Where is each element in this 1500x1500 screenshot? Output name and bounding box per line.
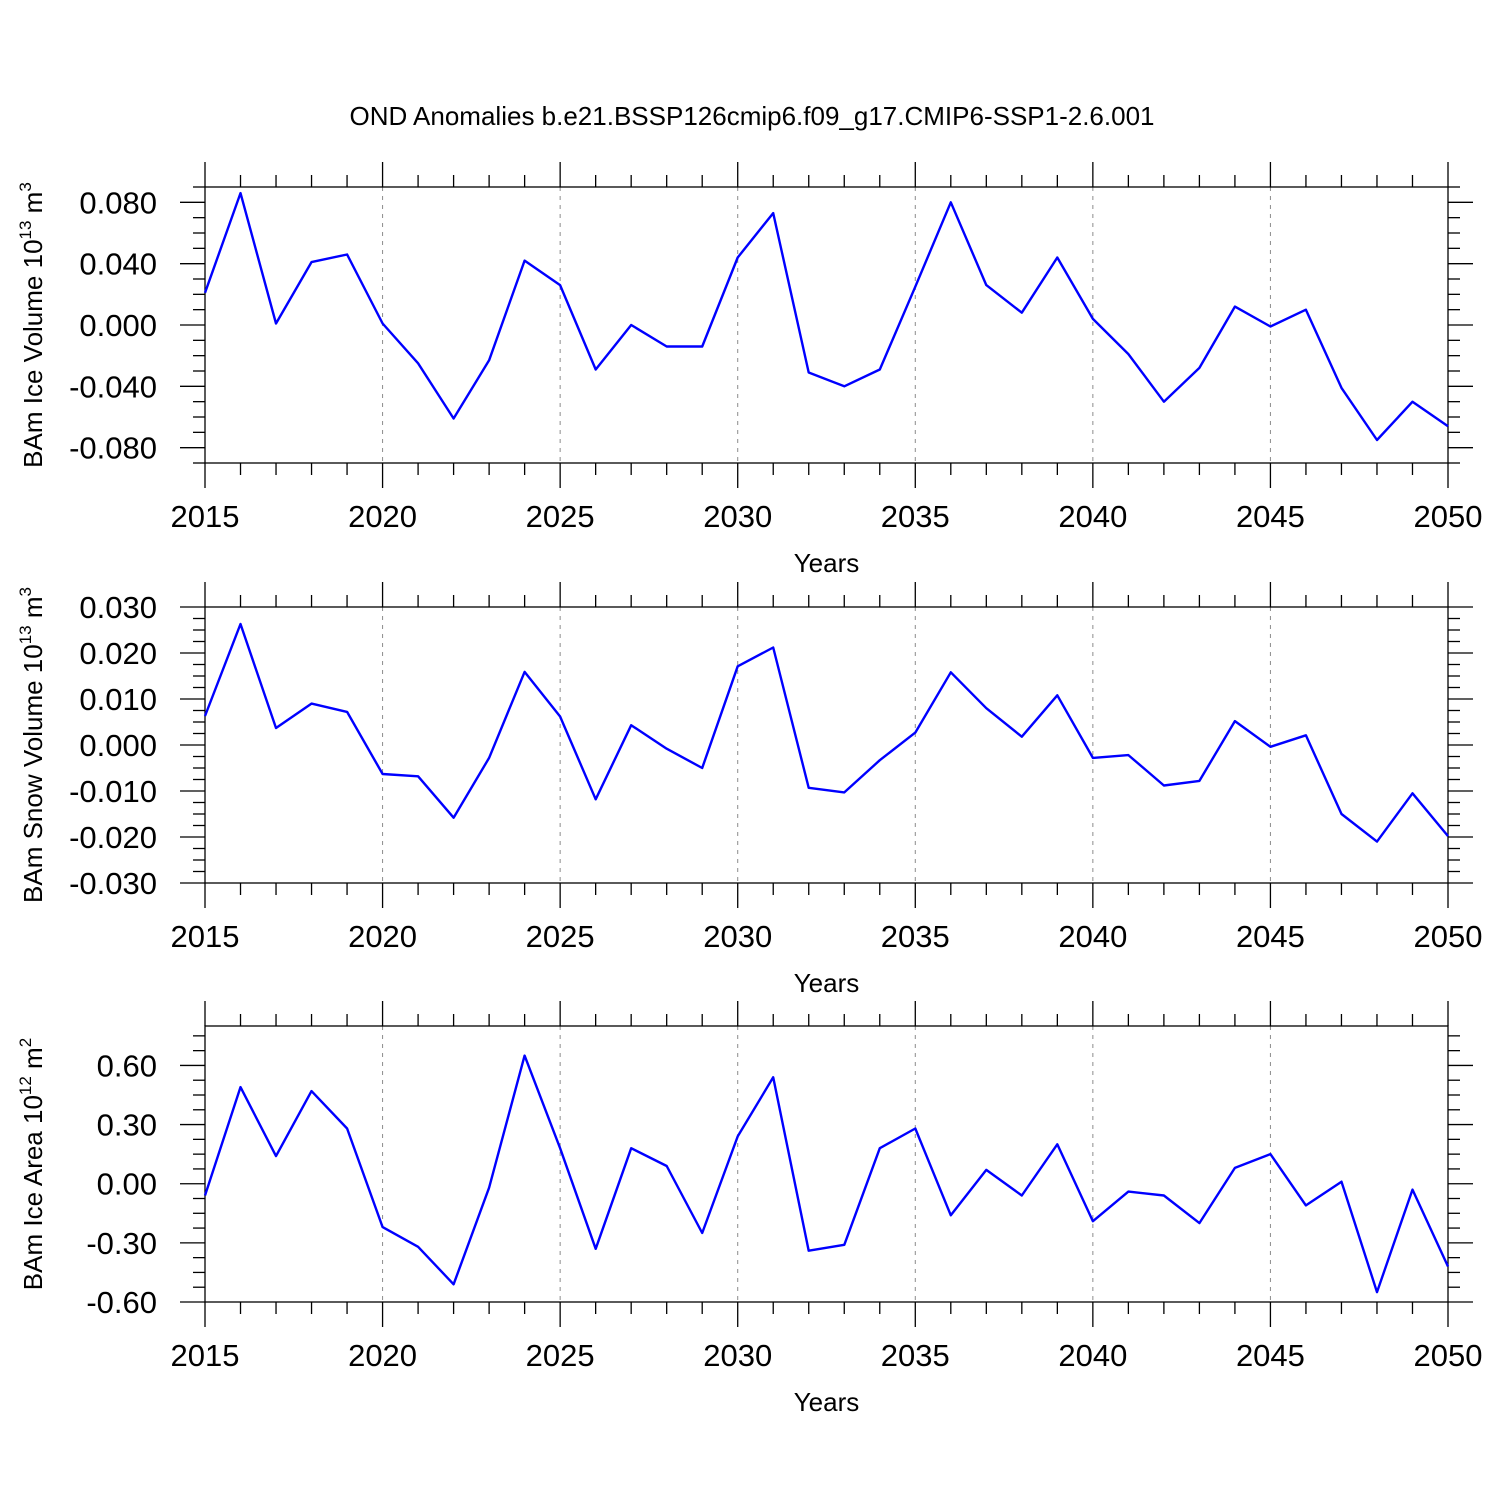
- figure-title: OND Anomalies b.e21.BSSP126cmip6.f09_g17…: [349, 101, 1154, 131]
- x-tick-label: 2025: [526, 1338, 595, 1373]
- y-tick-label: -0.60: [86, 1285, 157, 1320]
- series-line: [203, 1054, 1450, 1294]
- chart-panel-2: -0.030 -0.020 -0.010 0.000 0.010 0.020 0.030 20…: [16, 582, 1482, 998]
- x-tick-label: 2045: [1236, 499, 1305, 534]
- x-tick-label: 2015: [171, 919, 240, 954]
- x-tick-label: 2035: [881, 499, 950, 534]
- y-tick-label: 0.010: [79, 682, 157, 717]
- x-tick-label: 2020: [348, 499, 417, 534]
- x-tick-label: 2035: [881, 1338, 950, 1373]
- y-tick-label: 0.040: [79, 247, 157, 282]
- y-tick-label: -0.020: [69, 820, 157, 855]
- y-tick-label: 0.30: [97, 1108, 157, 1143]
- x-tick-label: 2040: [1058, 499, 1127, 534]
- x-tick-label: 2050: [1414, 499, 1483, 534]
- x-tick-label: 2020: [348, 919, 417, 954]
- x-tick-label: 2030: [703, 919, 772, 954]
- x-tick-label: 2025: [526, 499, 595, 534]
- y-tick-label: -0.080: [69, 431, 157, 466]
- series-line: [203, 622, 1449, 843]
- plot-frame: [204, 606, 1449, 884]
- y-tick-label: 0.030: [79, 590, 157, 625]
- x-tick-label: 2025: [526, 919, 595, 954]
- y-tick-label: 0.60: [97, 1048, 157, 1083]
- y-tick-label: 0.00: [97, 1167, 157, 1202]
- x-tick-label: 2030: [703, 499, 772, 534]
- y-tick-label: 0.020: [79, 636, 157, 671]
- y-tick-label: 0.000: [79, 308, 157, 343]
- x-tick-label: 2015: [171, 499, 240, 534]
- y-axis-label: BAm Ice Area 1012 m2: [16, 1038, 48, 1290]
- x-tick-label: 2045: [1236, 919, 1305, 954]
- y-tick-label: -0.30: [86, 1226, 157, 1261]
- x-axis-label: Years: [794, 1387, 860, 1417]
- y-tick-label: -0.030: [69, 866, 157, 901]
- y-tick-label: -0.010: [69, 774, 157, 809]
- y-axis-label: BAm Snow Volume 1013 m3: [16, 587, 48, 903]
- x-tick-label: 2030: [703, 1338, 772, 1373]
- x-tick-label: 2045: [1236, 1338, 1305, 1373]
- y-tick-label: -0.040: [69, 369, 157, 404]
- plot-frame: [204, 186, 1449, 464]
- x-axis-label: Years: [794, 548, 860, 578]
- x-tick-label: 2050: [1414, 1338, 1483, 1373]
- panels: -0.080 -0.040 0.000 0.040 0.080 2015 2020 2025 2…: [16, 162, 1482, 1417]
- y-tick-label: 0.000: [79, 728, 157, 763]
- y-tick-label: 0.080: [79, 185, 157, 220]
- chart-panel-1: -0.080 -0.040 0.000 0.040 0.080 2015 2020 2025 2…: [16, 162, 1482, 578]
- plot-frame: [204, 1025, 1449, 1303]
- y-axis-label: BAm Ice Volume 1013 m3: [16, 182, 48, 468]
- chart-panel-3: -0.60 -0.30 0.00 0.30 0.60 2015 2020 2025 2030 20…: [16, 1001, 1482, 1417]
- x-axis-label: Years: [794, 968, 860, 998]
- series-line: [203, 191, 1449, 442]
- x-tick-label: 2035: [881, 919, 950, 954]
- x-tick-label: 2050: [1414, 919, 1483, 954]
- x-tick-label: 2020: [348, 1338, 417, 1373]
- x-tick-label: 2015: [171, 1338, 240, 1373]
- x-tick-label: 2040: [1058, 1338, 1127, 1373]
- x-tick-label: 2040: [1058, 919, 1127, 954]
